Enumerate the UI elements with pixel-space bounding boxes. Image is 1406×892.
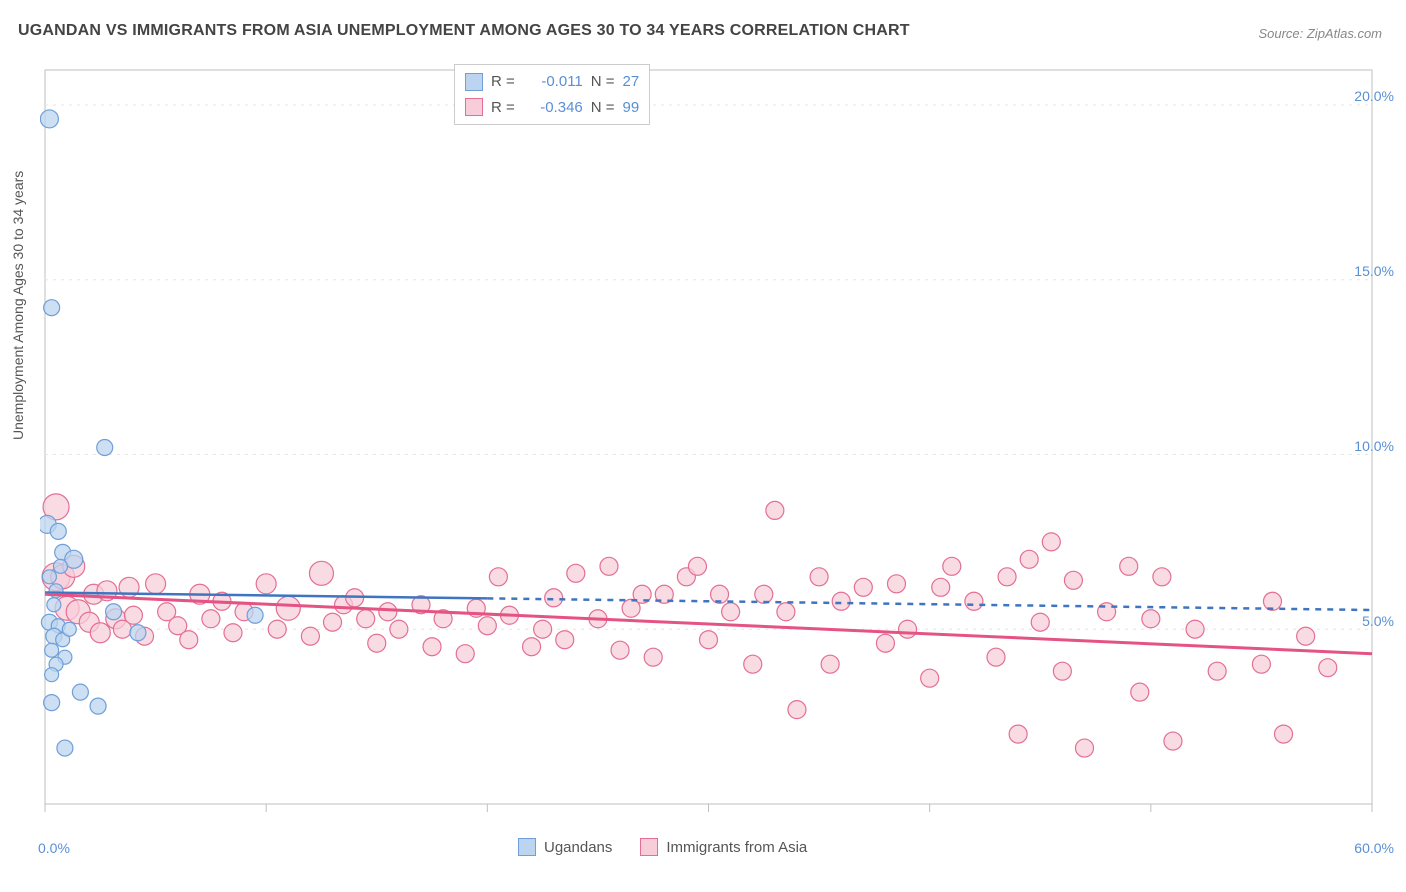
legend-r-label-0: R = (491, 69, 515, 95)
legend-bottom-label-1: Immigrants from Asia (666, 839, 807, 856)
ytick-20: 20.0% (1354, 88, 1394, 104)
legend-n-label-1: N = (591, 95, 615, 121)
chart-container: UGANDAN VS IMMIGRANTS FROM ASIA UNEMPLOY… (0, 0, 1406, 892)
legend-r-label-1: R = (491, 95, 515, 121)
swatch-asia (465, 98, 483, 116)
ytick-10: 10.0% (1354, 438, 1394, 454)
xtick-0: 0.0% (38, 840, 70, 856)
chart-source: Source: ZipAtlas.com (1258, 26, 1382, 41)
scatter-plot (40, 58, 1380, 820)
legend-n-label-0: N = (591, 69, 615, 95)
legend-bottom-asia: Immigrants from Asia (640, 838, 807, 856)
legend-r-value-0: -0.011 (523, 69, 583, 95)
legend-row-ugandans: R = -0.011 N = 27 (465, 69, 639, 95)
legend-correlation: R = -0.011 N = 27 R = -0.346 N = 99 (454, 64, 650, 125)
ytick-15: 15.0% (1354, 263, 1394, 279)
legend-series: Ugandans Immigrants from Asia (518, 838, 807, 856)
swatch-ugandans-b (518, 838, 536, 856)
legend-bottom-ugandans: Ugandans (518, 838, 612, 856)
y-axis-label: Unemployment Among Ages 30 to 34 years (10, 171, 26, 440)
swatch-asia-b (640, 838, 658, 856)
legend-n-value-0: 27 (623, 69, 640, 95)
ytick-5: 5.0% (1362, 613, 1394, 629)
legend-row-asia: R = -0.346 N = 99 (465, 95, 639, 121)
legend-r-value-1: -0.346 (523, 95, 583, 121)
xtick-60: 60.0% (1354, 840, 1394, 856)
chart-title: UGANDAN VS IMMIGRANTS FROM ASIA UNEMPLOY… (18, 22, 910, 40)
legend-bottom-label-0: Ugandans (544, 839, 612, 856)
legend-n-value-1: 99 (623, 95, 640, 121)
swatch-ugandans (465, 73, 483, 91)
